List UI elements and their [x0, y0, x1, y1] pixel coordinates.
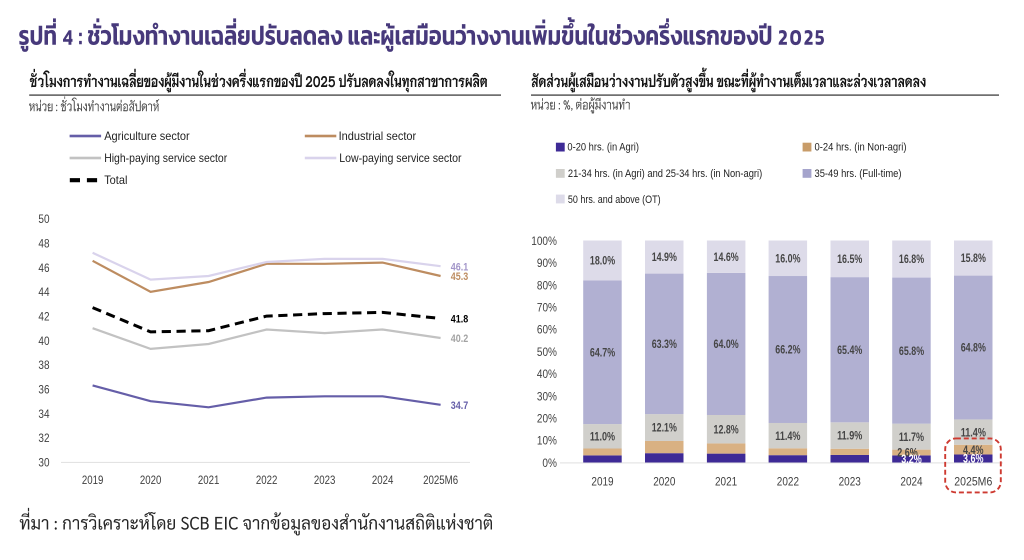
svg-text:50%: 50%: [537, 345, 557, 359]
svg-text:80%: 80%: [537, 278, 557, 292]
svg-text:4.4%: 4.4%: [963, 445, 984, 457]
svg-text:12.8%: 12.8%: [714, 424, 739, 436]
svg-text:34: 34: [38, 407, 49, 421]
svg-text:11.4%: 11.4%: [961, 427, 986, 439]
svg-text:40: 40: [38, 334, 49, 348]
svg-text:11.0%: 11.0%: [590, 432, 615, 444]
svg-text:2020: 2020: [653, 474, 676, 488]
svg-text:Agriculture sector: Agriculture sector: [104, 129, 190, 143]
svg-text:41.8: 41.8: [451, 314, 468, 326]
svg-text:65.4%: 65.4%: [837, 345, 862, 357]
svg-text:2025M6: 2025M6: [423, 473, 458, 487]
svg-text:45.3: 45.3: [451, 271, 468, 283]
svg-text:65.8%: 65.8%: [899, 346, 924, 358]
svg-text:40.2: 40.2: [451, 333, 468, 345]
svg-text:Total: Total: [104, 173, 127, 187]
svg-text:2019: 2019: [591, 474, 613, 488]
svg-text:50: 50: [38, 212, 49, 226]
svg-text:60%: 60%: [537, 323, 557, 337]
svg-text:34.7: 34.7: [451, 400, 468, 412]
svg-text:63.3%: 63.3%: [652, 339, 677, 351]
svg-text:2023: 2023: [314, 473, 336, 487]
svg-text:2020: 2020: [140, 473, 162, 487]
svg-text:18.0%: 18.0%: [590, 256, 615, 268]
svg-text:2019: 2019: [82, 473, 104, 487]
svg-text:46.1: 46.1: [451, 261, 468, 273]
svg-text:100%: 100%: [531, 234, 557, 248]
svg-text:2025M6: 2025M6: [954, 474, 992, 488]
svg-text:16.5%: 16.5%: [837, 254, 862, 266]
svg-text:2022: 2022: [256, 473, 278, 487]
svg-text:10%: 10%: [537, 434, 557, 448]
svg-text:0-24 hrs. (in Non-agri): 0-24 hrs. (in Non-agri): [815, 141, 907, 153]
svg-text:20%: 20%: [537, 412, 557, 426]
svg-text:46: 46: [38, 261, 49, 275]
svg-text:42: 42: [38, 310, 49, 324]
svg-text:30%: 30%: [537, 389, 557, 403]
svg-text:90%: 90%: [537, 256, 557, 270]
svg-text:16.8%: 16.8%: [899, 254, 924, 266]
svg-text:38: 38: [38, 358, 49, 372]
svg-text:Industrial sector: Industrial sector: [339, 129, 417, 143]
svg-text:2023: 2023: [839, 474, 862, 488]
svg-text:3.2%: 3.2%: [901, 454, 922, 466]
svg-text:66.2%: 66.2%: [775, 345, 800, 357]
svg-text:21-34 hrs. (in Agri) and 25-34: 21-34 hrs. (in Agri) and 25-34 hrs. (in …: [568, 168, 762, 180]
svg-text:2021: 2021: [715, 474, 737, 488]
svg-text:64.0%: 64.0%: [714, 339, 739, 351]
svg-text:40%: 40%: [537, 367, 557, 381]
svg-text:50 hrs. and above (OT): 50 hrs. and above (OT): [568, 194, 661, 206]
svg-text:70%: 70%: [537, 301, 557, 315]
svg-text:14.9%: 14.9%: [652, 252, 677, 264]
svg-text:12.1%: 12.1%: [652, 423, 677, 435]
svg-text:36: 36: [38, 382, 49, 396]
svg-text:High-paying service sector: High-paying service sector: [104, 151, 227, 165]
svg-text:2024: 2024: [372, 473, 394, 487]
svg-text:48: 48: [38, 237, 49, 251]
svg-text:3.6%: 3.6%: [963, 454, 984, 466]
svg-text:35-49 hrs. (Full-time): 35-49 hrs. (Full-time): [815, 168, 902, 180]
svg-text:2022: 2022: [777, 474, 799, 488]
svg-text:64.8%: 64.8%: [961, 343, 986, 355]
svg-text:15.8%: 15.8%: [961, 253, 986, 265]
svg-text:30: 30: [38, 455, 49, 469]
svg-text:2024: 2024: [900, 474, 923, 488]
svg-text:11.9%: 11.9%: [837, 431, 862, 443]
svg-text:0-20 hrs. (in Agri): 0-20 hrs. (in Agri): [567, 141, 639, 153]
svg-text:Low-paying service sector: Low-paying service sector: [339, 151, 461, 165]
svg-text:14.6%: 14.6%: [714, 252, 739, 264]
svg-text:32: 32: [38, 431, 49, 445]
svg-text:11.7%: 11.7%: [899, 432, 924, 444]
svg-text:0%: 0%: [542, 456, 557, 470]
svg-text:2021: 2021: [198, 473, 220, 487]
svg-text:16.0%: 16.0%: [775, 254, 800, 266]
svg-text:64.7%: 64.7%: [590, 348, 615, 360]
svg-text:11.4%: 11.4%: [775, 431, 800, 443]
svg-text:2.6%: 2.6%: [897, 448, 918, 460]
svg-text:44: 44: [38, 285, 49, 299]
